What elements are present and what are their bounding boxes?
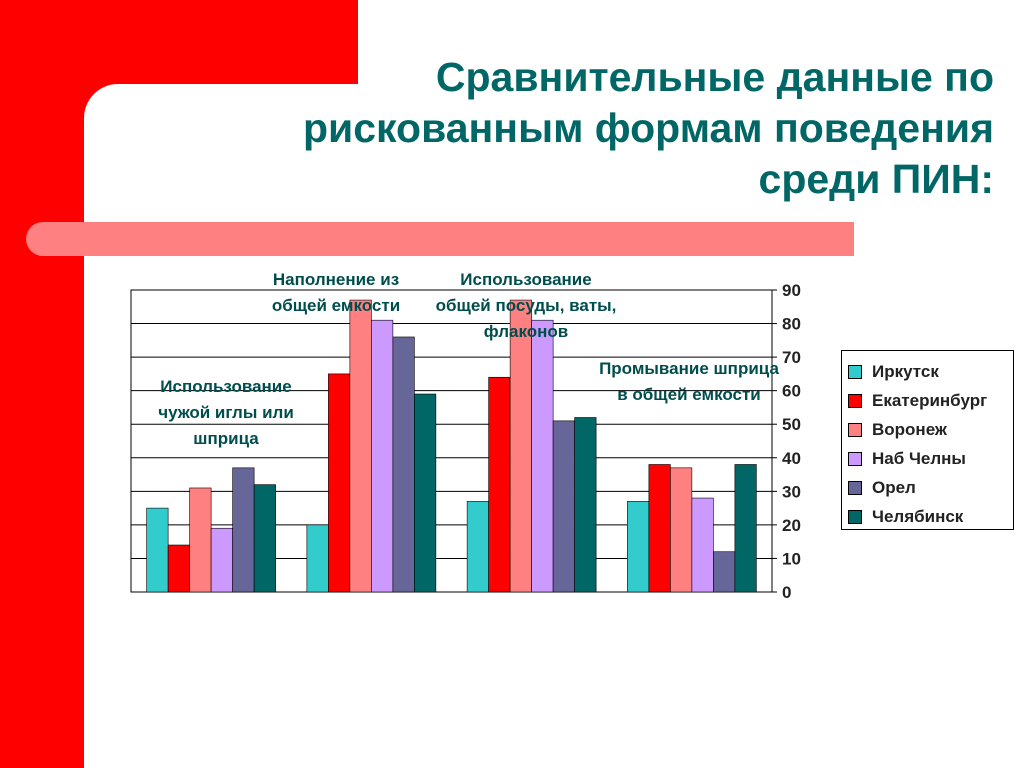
bar <box>189 487 212 593</box>
y-tick-label: 0 <box>782 583 791 602</box>
legend-label: Иркутск <box>872 361 939 381</box>
y-tick-label: 30 <box>782 482 801 501</box>
bar <box>648 464 671 593</box>
decorative-pink-bar <box>26 222 854 256</box>
bar <box>574 417 597 593</box>
y-tick-label: 80 <box>782 315 801 334</box>
bar <box>167 544 190 593</box>
bar <box>328 373 351 593</box>
legend-item: Челябинск <box>848 502 1013 531</box>
category-label-2: Наполнение из общей емкости <box>271 270 401 315</box>
bar <box>392 336 415 593</box>
bar <box>670 467 693 593</box>
legend-label: Екатеринбург <box>872 390 988 410</box>
legend-swatch <box>848 480 862 495</box>
y-tick-label: 70 <box>782 348 801 367</box>
y-tick-label: 60 <box>782 382 801 401</box>
slide-title: Сравнительные данные по рискованным форм… <box>303 54 994 202</box>
legend-item: Орел <box>848 473 1013 502</box>
bar <box>713 551 736 593</box>
bar <box>734 464 757 593</box>
y-tick-label: 40 <box>782 449 801 468</box>
legend-item: Иркутск <box>848 357 1013 386</box>
bar <box>552 420 575 593</box>
background-red-strip <box>0 0 84 768</box>
y-tick-label: 50 <box>782 415 801 434</box>
legend-item: Наб Челны <box>848 444 1013 473</box>
legend-swatch <box>848 364 862 379</box>
legend-swatch <box>848 509 862 524</box>
bar <box>232 467 255 593</box>
bar <box>531 319 554 593</box>
legend-item: Екатеринбург <box>848 386 1013 415</box>
category-label-4: Промывание шприца в общей емкости <box>599 359 779 404</box>
bar <box>306 524 329 593</box>
y-tick-label: 10 <box>782 549 801 568</box>
category-label-1: Использование чужой иглы или шприца <box>158 377 294 448</box>
legend-swatch <box>848 451 862 466</box>
bar <box>627 501 650 593</box>
category-label-3: Использование общей посуды, ваты, флакон… <box>435 270 617 341</box>
legend-label: Наб Челны <box>872 448 966 468</box>
legend-swatch <box>848 393 862 408</box>
bar <box>466 501 489 593</box>
chart-legend: Иркутск Екатеринбург Воронеж Наб Челны О… <box>841 350 1014 530</box>
bar <box>371 319 394 593</box>
bar <box>253 484 276 593</box>
legend-item: Воронеж <box>848 415 1013 444</box>
legend-label: Челябинск <box>872 506 964 526</box>
legend-label: Воронеж <box>872 419 947 439</box>
legend-label: Орел <box>872 477 916 497</box>
bar <box>691 497 714 593</box>
bar <box>414 393 437 593</box>
bar <box>146 507 169 593</box>
y-tick-label: 90 <box>782 281 801 300</box>
bar <box>349 299 372 593</box>
bar <box>488 376 511 593</box>
bar <box>210 527 233 593</box>
y-tick-label: 20 <box>782 516 801 535</box>
legend-swatch <box>848 422 862 437</box>
